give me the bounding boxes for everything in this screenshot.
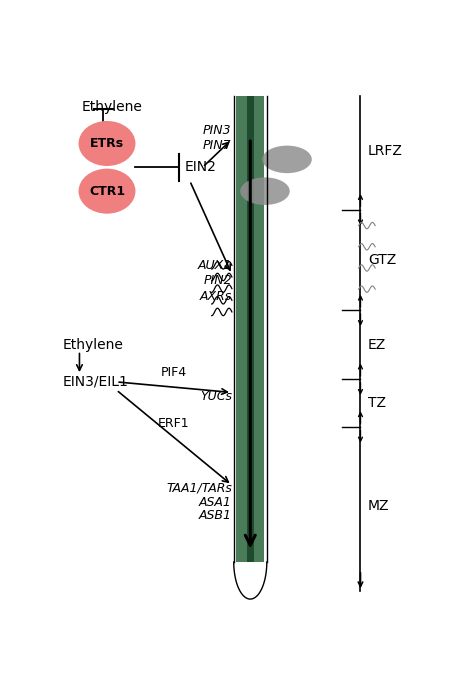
Text: PIN7: PIN7 [202,138,231,151]
Text: EIN2: EIN2 [184,160,216,174]
Text: ASB1: ASB1 [199,509,232,522]
Bar [246,96,254,562]
Text: PIN3: PIN3 [202,124,231,137]
Text: CTR1: CTR1 [89,184,125,197]
Text: ASA1: ASA1 [199,495,232,508]
Text: TAA1/TARs: TAA1/TARs [166,482,232,494]
Text: ETRs: ETRs [90,137,124,150]
Text: EZ: EZ [368,338,386,352]
Text: TZ: TZ [368,396,386,410]
Text: Ethylene: Ethylene [63,338,124,352]
Text: AUX1: AUX1 [198,259,232,272]
Ellipse shape [79,121,136,166]
Text: Ethylene: Ethylene [82,100,142,114]
Text: PIN2: PIN2 [203,275,232,287]
Ellipse shape [79,169,136,214]
Text: PIF4: PIF4 [161,366,187,379]
Text: YUCs: YUCs [200,389,232,402]
Text: ERF1: ERF1 [158,416,190,429]
Text: LRFZ: LRFZ [368,144,403,158]
Ellipse shape [262,146,312,173]
Text: AXRs: AXRs [200,290,232,303]
Bar [237,96,264,562]
Text: MZ: MZ [368,499,389,513]
Ellipse shape [240,178,290,205]
Text: GTZ: GTZ [368,253,396,267]
Text: EIN3/EIL1: EIN3/EIL1 [63,375,129,389]
